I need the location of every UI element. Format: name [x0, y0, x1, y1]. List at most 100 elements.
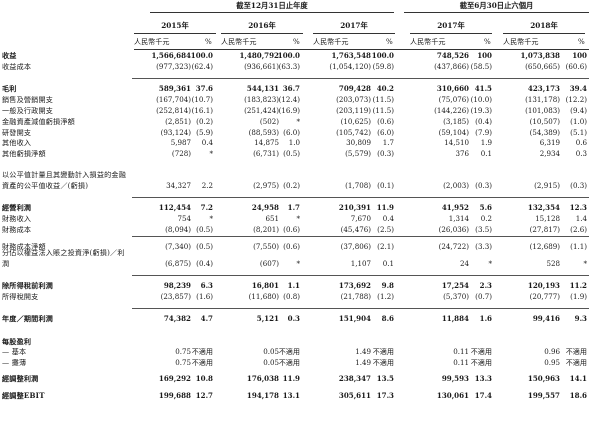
- percent-cell: *: [296, 116, 300, 126]
- unit-header-money: 人民幣千元: [134, 37, 170, 46]
- amount-cell: (59,104): [438, 127, 469, 137]
- table-row: 年度／期間利潤 74,382 4.7 5,121 0.3 151,904 8.6 11,884…: [0, 308, 589, 325]
- amount-cell: (8,094): [165, 225, 191, 235]
- amount-cell: (20,777): [529, 292, 560, 302]
- year-header-rule: [221, 33, 303, 34]
- year-header-rule: [410, 33, 492, 34]
- percent-cell: 不適用: [470, 347, 492, 357]
- percent-cell: 不適用: [372, 358, 394, 368]
- amount-cell: (11,680): [248, 292, 279, 302]
- percent-cell: (10.0): [470, 94, 492, 104]
- unit-header-pct: %: [578, 37, 585, 46]
- amount-cell: 1.49: [355, 347, 371, 357]
- table-row: 經調整EBIT 199,688 12.7 194,178 13.1 305,611 17.3…: [0, 385, 589, 402]
- percent-cell: (5.1): [570, 127, 587, 137]
- percent-cell: 37.6: [195, 83, 213, 93]
- amount-cell: (167,704): [156, 94, 191, 104]
- percent-cell: (10.7): [191, 94, 213, 104]
- amount-cell: 0.95: [544, 358, 560, 368]
- amount-cell: (728): [171, 149, 191, 159]
- amount-cell: 1,763,548: [331, 50, 372, 60]
- percent-cell: (16.9): [278, 105, 300, 115]
- amount-cell: (24,722): [438, 242, 469, 252]
- amount-cell: (6,875): [165, 259, 191, 269]
- row-label: 年度／期間利潤: [2, 314, 54, 324]
- row-label: 財務成本淨額: [2, 242, 46, 252]
- amount-cell: 24: [459, 259, 469, 269]
- table-row: 以公平值計量且其變動計入損益的金融資產的公平值收益／(虧損) 34,327 2.2 (…: [0, 160, 589, 192]
- percent-cell: (63.3): [278, 61, 300, 71]
- row-label: 財務收入: [2, 214, 32, 224]
- table-row: — 攤薄 0.75 不適用 0.05 不適用 1.49 不適用 0.11 不適用 0.95 不適用: [0, 358, 589, 369]
- percent-cell: 11.9: [376, 203, 394, 213]
- table-row: — 基本 0.75 不適用 0.05 不適用 1.49 不適用 0.11 不適用 0.96 不適用: [0, 347, 589, 358]
- year-header: 2015年: [161, 21, 189, 30]
- percent-cell: 0.1: [382, 259, 394, 269]
- amount-cell: 651: [265, 214, 279, 224]
- percent-cell: (60.6): [565, 61, 587, 71]
- percent-cell: 100.0: [277, 50, 300, 60]
- amount-cell: (3,185): [443, 116, 469, 126]
- row-label: 收益: [2, 50, 17, 60]
- amount-cell: (45,476): [340, 225, 371, 235]
- amount-cell: (12,689): [529, 242, 560, 252]
- row-label: 金融資產減值虧損淨額: [2, 116, 75, 126]
- percent-cell: 1.7: [287, 203, 300, 213]
- table-row: 除所得稅前利潤 98,239 6.3 16,801 1.1 173,692 9.8 17,25…: [0, 275, 589, 292]
- amount-cell: 194,178: [246, 391, 279, 401]
- amount-cell: 748,526: [436, 50, 469, 60]
- percent-cell: 2.3: [479, 281, 492, 291]
- amount-cell: 754: [177, 214, 191, 224]
- percent-cell: (0.2): [283, 181, 300, 191]
- percent-cell: (0.4): [196, 259, 213, 269]
- year-header-rule: [134, 33, 216, 34]
- percent-cell: 不適用: [191, 358, 213, 368]
- amount-cell: 11,884: [441, 314, 469, 324]
- percent-cell: (11.5): [372, 94, 394, 104]
- amount-cell: (437,866): [434, 61, 469, 71]
- amount-cell: 112,454: [158, 203, 191, 213]
- amount-cell: 238,347: [338, 374, 371, 384]
- percent-cell: 13.1: [282, 391, 300, 401]
- percent-cell: 2.2: [201, 181, 213, 191]
- percent-cell: *: [488, 259, 492, 269]
- row-label: 其他虧損淨額: [2, 149, 46, 159]
- percent-cell: 不適用: [565, 347, 587, 357]
- percent-cell: (0.3): [377, 149, 394, 159]
- amount-cell: (75,076): [438, 94, 469, 104]
- percent-cell: (1.0): [570, 116, 587, 126]
- amount-cell: 15,128: [535, 214, 560, 224]
- table-body: 收益 1,566,684 100.0 1,480,792 100.0 1,763,548 1…: [0, 51, 589, 402]
- amount-cell: (10,625): [340, 116, 371, 126]
- percent-cell: 17.4: [474, 391, 492, 401]
- amount-cell: 6,319: [539, 138, 560, 148]
- percent-cell: (0.8): [283, 292, 300, 302]
- percent-cell: 11.9: [282, 374, 300, 384]
- amount-cell: 709,428: [338, 83, 371, 93]
- amount-cell: 150,963: [527, 374, 560, 384]
- percent-cell: (5.9): [196, 127, 213, 137]
- unit-header-pct: %: [386, 37, 393, 46]
- table-row: 毛利 589,361 37.6 544,131 36.7 709,428 40.2 310,6…: [0, 77, 589, 95]
- row-label: 收益成本: [2, 61, 32, 71]
- table-row: 財務收入 754 * 651 * 7,670 0.4 1,314 0.2 15,128 1.4: [0, 214, 589, 225]
- amount-cell: (8,201): [253, 225, 279, 235]
- amount-cell: 0.96: [544, 347, 560, 357]
- percent-cell: *: [209, 149, 213, 159]
- percent-cell: 0.2: [480, 214, 492, 224]
- percent-cell: (0.2): [196, 116, 213, 126]
- amount-cell: 0.75: [175, 347, 191, 357]
- percent-cell: 4.7: [200, 314, 213, 324]
- percent-cell: (6.0): [283, 127, 300, 137]
- row-label: 除所得稅前利潤: [2, 281, 54, 291]
- percent-cell: (19.3): [470, 105, 492, 115]
- table-row: 其他虧損淨額 (728) * (6,731) (0.5) (5,579) (0.3) 376 0…: [0, 149, 589, 160]
- row-label: 財務成本: [2, 225, 32, 235]
- amount-cell: (88,593): [248, 127, 279, 137]
- amount-cell: 132,354: [527, 203, 560, 213]
- amount-cell: 1,107: [350, 259, 371, 269]
- amount-cell: 74,382: [163, 314, 191, 324]
- percent-cell: (16.1): [191, 105, 213, 115]
- amount-cell: 199,688: [158, 391, 191, 401]
- percent-cell: 0.3: [287, 314, 300, 324]
